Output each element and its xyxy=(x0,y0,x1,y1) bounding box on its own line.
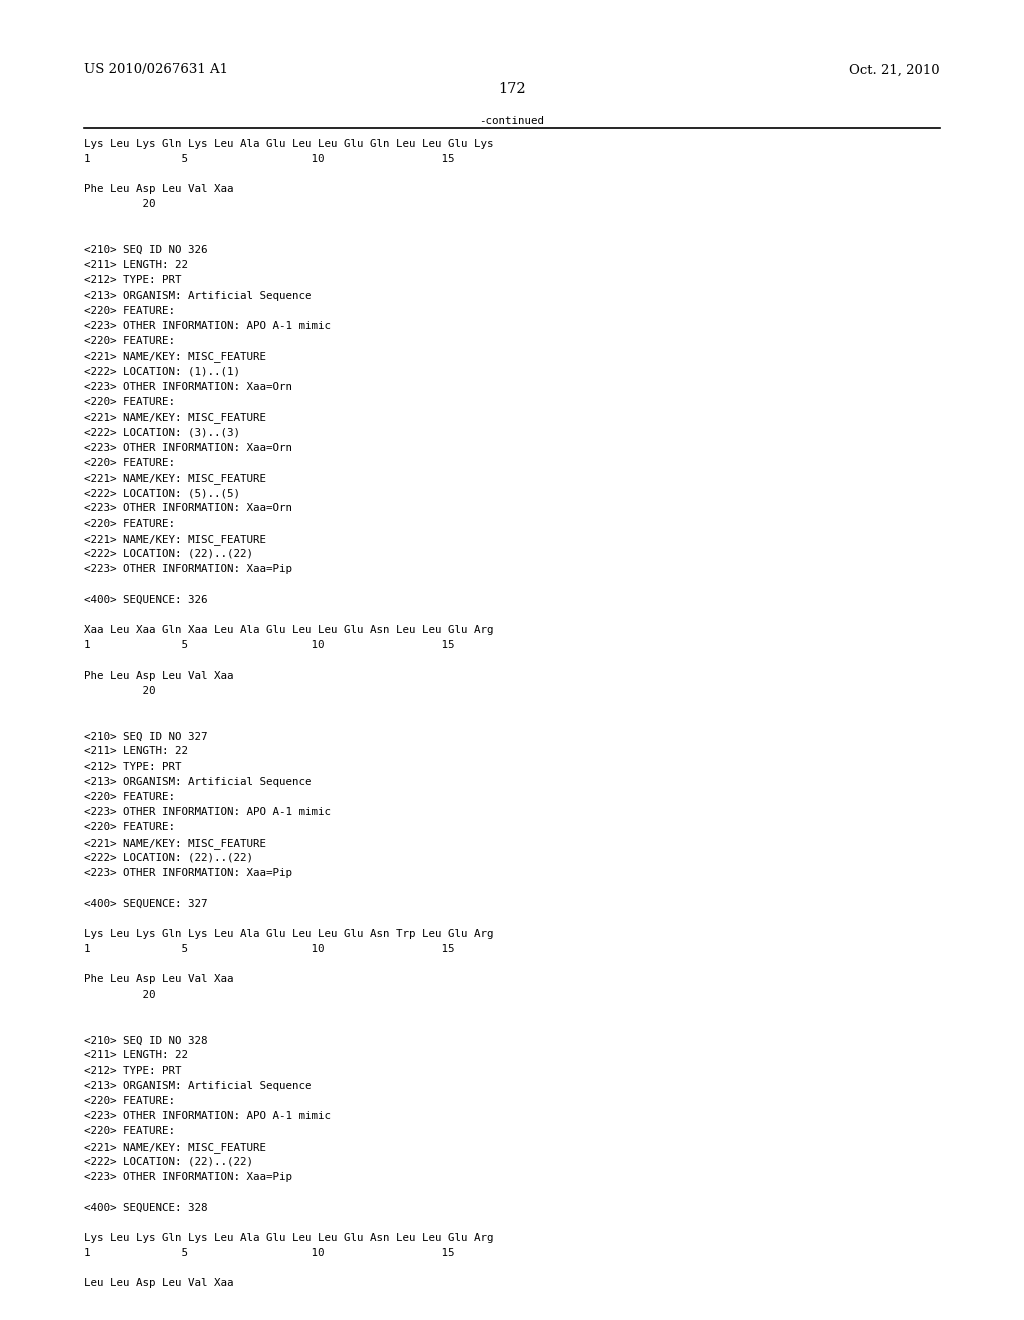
Text: 172: 172 xyxy=(499,82,525,96)
Text: <223> OTHER INFORMATION: Xaa=Pip: <223> OTHER INFORMATION: Xaa=Pip xyxy=(84,869,292,878)
Text: <210> SEQ ID NO 326: <210> SEQ ID NO 326 xyxy=(84,246,208,255)
Text: Oct. 21, 2010: Oct. 21, 2010 xyxy=(849,63,940,77)
Text: <211> LENGTH: 22: <211> LENGTH: 22 xyxy=(84,260,188,271)
Text: 20: 20 xyxy=(84,990,156,999)
Text: <213> ORGANISM: Artificial Sequence: <213> ORGANISM: Artificial Sequence xyxy=(84,290,311,301)
Text: <211> LENGTH: 22: <211> LENGTH: 22 xyxy=(84,747,188,756)
Text: <220> FEATURE:: <220> FEATURE: xyxy=(84,397,175,407)
Text: Phe Leu Asp Leu Val Xaa: Phe Leu Asp Leu Val Xaa xyxy=(84,185,233,194)
Text: <400> SEQUENCE: 327: <400> SEQUENCE: 327 xyxy=(84,899,208,908)
Text: <222> LOCATION: (1)..(1): <222> LOCATION: (1)..(1) xyxy=(84,367,240,376)
Text: <221> NAME/KEY: MISC_FEATURE: <221> NAME/KEY: MISC_FEATURE xyxy=(84,1142,266,1152)
Text: Lys Leu Lys Gln Lys Leu Ala Glu Leu Leu Glu Asn Trp Leu Glu Arg: Lys Leu Lys Gln Lys Leu Ala Glu Leu Leu … xyxy=(84,929,494,939)
Text: <223> OTHER INFORMATION: APO A-1 mimic: <223> OTHER INFORMATION: APO A-1 mimic xyxy=(84,808,331,817)
Text: Xaa Leu Xaa Gln Xaa Leu Ala Glu Leu Leu Glu Asn Leu Leu Glu Arg: Xaa Leu Xaa Gln Xaa Leu Ala Glu Leu Leu … xyxy=(84,624,494,635)
Text: <211> LENGTH: 22: <211> LENGTH: 22 xyxy=(84,1051,188,1060)
Text: <222> LOCATION: (22)..(22): <222> LOCATION: (22)..(22) xyxy=(84,1156,253,1167)
Text: <222> LOCATION: (5)..(5): <222> LOCATION: (5)..(5) xyxy=(84,488,240,498)
Text: -continued: -continued xyxy=(479,116,545,127)
Text: <220> FEATURE:: <220> FEATURE: xyxy=(84,822,175,833)
Text: <220> FEATURE:: <220> FEATURE: xyxy=(84,1096,175,1106)
Text: <220> FEATURE:: <220> FEATURE: xyxy=(84,458,175,467)
Text: 20: 20 xyxy=(84,685,156,696)
Text: <210> SEQ ID NO 328: <210> SEQ ID NO 328 xyxy=(84,1035,208,1045)
Text: <223> OTHER INFORMATION: Xaa=Orn: <223> OTHER INFORMATION: Xaa=Orn xyxy=(84,442,292,453)
Text: US 2010/0267631 A1: US 2010/0267631 A1 xyxy=(84,63,228,77)
Text: 1              5                   10                  15: 1 5 10 15 xyxy=(84,944,455,954)
Text: Leu Leu Asp Leu Val Xaa: Leu Leu Asp Leu Val Xaa xyxy=(84,1278,233,1288)
Text: <221> NAME/KEY: MISC_FEATURE: <221> NAME/KEY: MISC_FEATURE xyxy=(84,351,266,362)
Text: Phe Leu Asp Leu Val Xaa: Phe Leu Asp Leu Val Xaa xyxy=(84,974,233,985)
Text: Lys Leu Lys Gln Lys Leu Ala Glu Leu Leu Glu Gln Leu Leu Glu Lys: Lys Leu Lys Gln Lys Leu Ala Glu Leu Leu … xyxy=(84,139,494,149)
Text: <223> OTHER INFORMATION: APO A-1 mimic: <223> OTHER INFORMATION: APO A-1 mimic xyxy=(84,1111,331,1121)
Text: <400> SEQUENCE: 328: <400> SEQUENCE: 328 xyxy=(84,1203,208,1212)
Text: 1              5                   10                  15: 1 5 10 15 xyxy=(84,640,455,651)
Text: <223> OTHER INFORMATION: Xaa=Orn: <223> OTHER INFORMATION: Xaa=Orn xyxy=(84,381,292,392)
Text: 1              5                   10                  15: 1 5 10 15 xyxy=(84,154,455,164)
Text: 20: 20 xyxy=(84,199,156,210)
Text: <213> ORGANISM: Artificial Sequence: <213> ORGANISM: Artificial Sequence xyxy=(84,777,311,787)
Text: <213> ORGANISM: Artificial Sequence: <213> ORGANISM: Artificial Sequence xyxy=(84,1081,311,1090)
Text: <222> LOCATION: (3)..(3): <222> LOCATION: (3)..(3) xyxy=(84,428,240,437)
Text: <220> FEATURE:: <220> FEATURE: xyxy=(84,337,175,346)
Text: <223> OTHER INFORMATION: APO A-1 mimic: <223> OTHER INFORMATION: APO A-1 mimic xyxy=(84,321,331,331)
Text: Phe Leu Asp Leu Val Xaa: Phe Leu Asp Leu Val Xaa xyxy=(84,671,233,681)
Text: <210> SEQ ID NO 327: <210> SEQ ID NO 327 xyxy=(84,731,208,742)
Text: <221> NAME/KEY: MISC_FEATURE: <221> NAME/KEY: MISC_FEATURE xyxy=(84,412,266,422)
Text: <221> NAME/KEY: MISC_FEATURE: <221> NAME/KEY: MISC_FEATURE xyxy=(84,533,266,545)
Text: <220> FEATURE:: <220> FEATURE: xyxy=(84,519,175,528)
Text: <212> TYPE: PRT: <212> TYPE: PRT xyxy=(84,762,181,772)
Text: <220> FEATURE:: <220> FEATURE: xyxy=(84,1126,175,1137)
Text: <223> OTHER INFORMATION: Xaa=Pip: <223> OTHER INFORMATION: Xaa=Pip xyxy=(84,1172,292,1181)
Text: <222> LOCATION: (22)..(22): <222> LOCATION: (22)..(22) xyxy=(84,549,253,558)
Text: <221> NAME/KEY: MISC_FEATURE: <221> NAME/KEY: MISC_FEATURE xyxy=(84,473,266,484)
Text: <222> LOCATION: (22)..(22): <222> LOCATION: (22)..(22) xyxy=(84,853,253,863)
Text: <220> FEATURE:: <220> FEATURE: xyxy=(84,792,175,803)
Text: <223> OTHER INFORMATION: Xaa=Orn: <223> OTHER INFORMATION: Xaa=Orn xyxy=(84,503,292,513)
Text: <212> TYPE: PRT: <212> TYPE: PRT xyxy=(84,1065,181,1076)
Text: 1              5                   10                  15: 1 5 10 15 xyxy=(84,1247,455,1258)
Text: <223> OTHER INFORMATION: Xaa=Pip: <223> OTHER INFORMATION: Xaa=Pip xyxy=(84,564,292,574)
Text: <212> TYPE: PRT: <212> TYPE: PRT xyxy=(84,276,181,285)
Text: <400> SEQUENCE: 326: <400> SEQUENCE: 326 xyxy=(84,594,208,605)
Text: <220> FEATURE:: <220> FEATURE: xyxy=(84,306,175,315)
Text: <221> NAME/KEY: MISC_FEATURE: <221> NAME/KEY: MISC_FEATURE xyxy=(84,838,266,849)
Text: Lys Leu Lys Gln Lys Leu Ala Glu Leu Leu Glu Asn Leu Leu Glu Arg: Lys Leu Lys Gln Lys Leu Ala Glu Leu Leu … xyxy=(84,1233,494,1243)
